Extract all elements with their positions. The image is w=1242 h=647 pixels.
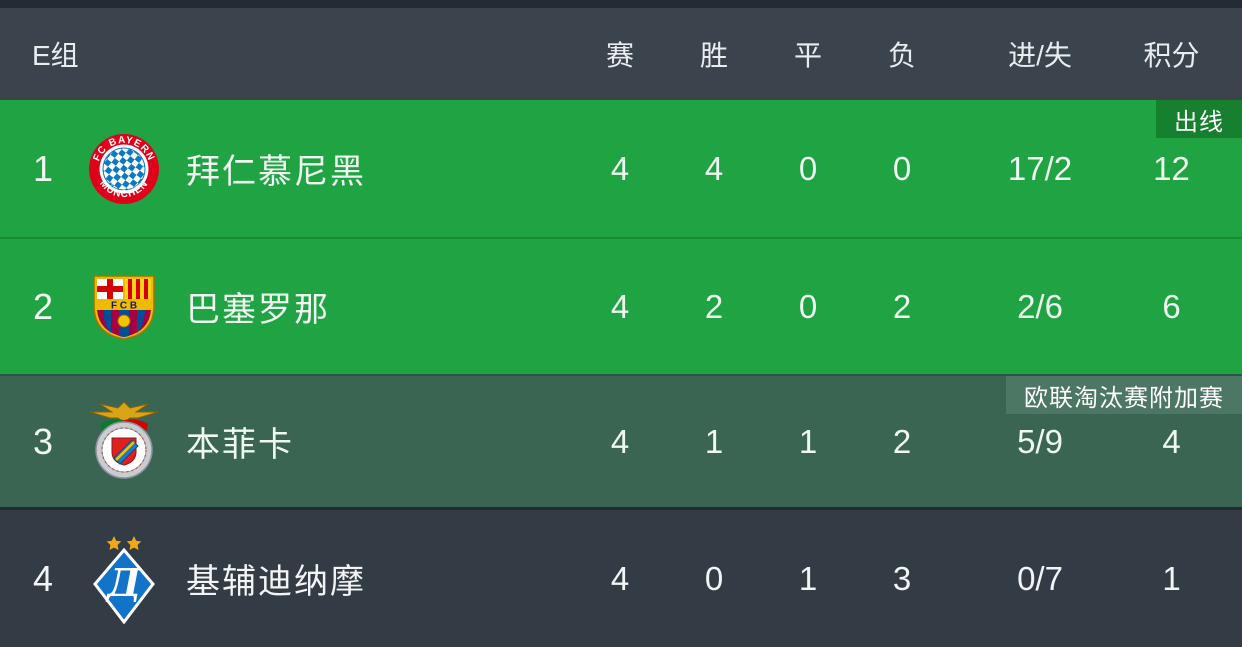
table-row-barcelona[interactable]: 2 F C B 巴塞罗那 4 2 0 2 2/ [0, 237, 1242, 374]
column-header-lost: 负 [887, 40, 916, 71]
stat-won: 0 [704, 559, 724, 597]
stat-goals: 17/2 [1007, 149, 1073, 187]
column-header-won: 胜 [699, 40, 728, 71]
rank-number: 1 [32, 147, 54, 189]
stat-points: 4 [1162, 422, 1181, 460]
stat-played: 4 [610, 149, 630, 187]
stat-points: 1 [1162, 559, 1181, 597]
stat-goals: 5/9 [1017, 422, 1063, 460]
dynamo-kyiv-crest-icon: Д [86, 534, 162, 624]
stat-goals: 2/6 [1017, 287, 1063, 325]
team-name: 本菲卡 [186, 426, 294, 464]
europa-playoff-badge: 欧联淘汰赛附加赛 [1006, 376, 1242, 414]
stat-drawn: 1 [798, 422, 818, 460]
stat-played: 4 [610, 559, 630, 597]
qualified-badge: 出线 [1156, 100, 1242, 138]
stat-goals: 0/7 [1017, 559, 1063, 597]
stat-won: 4 [704, 149, 724, 187]
bayern-munich-crest-icon: FC BAYERN MÜNCHEN [86, 133, 162, 205]
stat-points: 6 [1162, 287, 1181, 325]
stat-lost: 3 [892, 559, 912, 597]
column-header-drawn: 平 [793, 40, 822, 71]
rank-number: 2 [32, 285, 54, 327]
stat-played: 4 [610, 287, 630, 325]
stat-drawn: 1 [798, 559, 818, 597]
rank-number: 4 [32, 557, 54, 599]
stat-lost: 2 [892, 422, 912, 460]
table-header-row: E组 赛 胜 平 负 进/失 积分 [0, 8, 1242, 100]
team-name: 拜仁慕尼黑 [186, 153, 366, 191]
stat-lost: 0 [892, 149, 912, 187]
column-header-points: 积分 [1143, 40, 1200, 71]
table-row-bayern-munich[interactable]: 出线 1 [0, 100, 1242, 237]
column-header-goals: 进/失 [1008, 40, 1072, 71]
table-row-dynamo-kyiv[interactable]: 4 Д 基辅迪纳摩 4 0 1 3 0/7 1 [0, 507, 1242, 647]
stat-won: 1 [704, 422, 724, 460]
table-row-benfica[interactable]: 欧联淘汰赛附加赛 3 本菲卡 4 1 1 [0, 374, 1242, 507]
benfica-crest-icon [86, 400, 162, 484]
stat-won: 2 [704, 287, 724, 325]
stat-drawn: 0 [798, 287, 818, 325]
top-divider-strip [0, 0, 1242, 8]
stat-lost: 2 [892, 287, 912, 325]
svg-text:F C B: F C B [111, 300, 137, 311]
stat-points: 12 [1153, 149, 1190, 187]
stat-played: 4 [610, 422, 630, 460]
barcelona-crest-icon: F C B [86, 273, 162, 341]
svg-text:Д: Д [105, 560, 142, 605]
team-name: 巴塞罗那 [186, 291, 330, 329]
team-name: 基辅迪纳摩 [186, 563, 366, 601]
column-header-played: 赛 [605, 40, 634, 71]
rank-number: 3 [32, 420, 54, 462]
stat-drawn: 0 [798, 149, 818, 187]
group-title: E组 [32, 40, 79, 71]
